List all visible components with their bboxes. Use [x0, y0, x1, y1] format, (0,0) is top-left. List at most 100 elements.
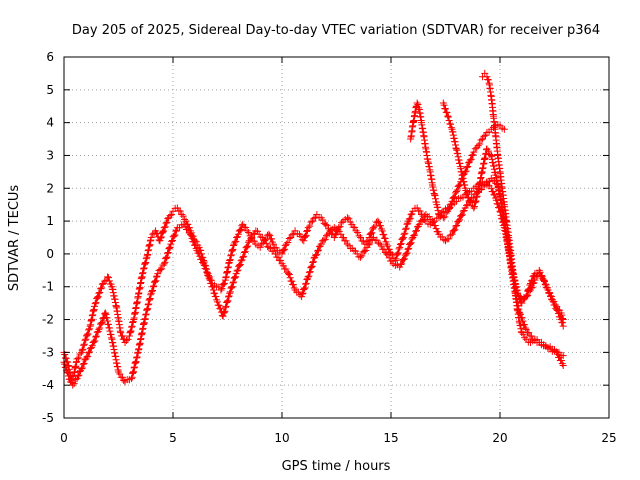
data-point-series-1: [176, 207, 184, 215]
data-point-series-4: [524, 292, 532, 300]
tick-layer: 0 5 10 15 20 25 -5 -4 -3 -2 -1 0 1 2 3 4 5 6: [42, 50, 617, 445]
data-point-series-1: [163, 218, 171, 226]
data-point-series-2: [527, 332, 535, 340]
data-point-series-2: [103, 317, 111, 325]
data-point-series-2: [421, 212, 429, 220]
data-point-series-4: [470, 204, 478, 212]
data-point-series-2: [90, 338, 98, 346]
data-point-series-3: [468, 152, 476, 160]
data-point-series-2: [96, 324, 104, 332]
data-point-series-1: [128, 322, 136, 330]
data-point-series-5: [484, 76, 492, 84]
data-point-series-2: [302, 280, 310, 288]
data-point-series-1: [352, 227, 360, 235]
data-point-series-2: [300, 285, 308, 293]
data-point-series-2: [220, 308, 228, 316]
data-point-series-2: [70, 380, 78, 388]
data-point-series-1: [80, 340, 88, 348]
data-point-series-2: [262, 239, 270, 247]
data-point-series-2: [458, 211, 466, 219]
data-point-series-2: [131, 363, 139, 371]
data-point-series-1: [378, 227, 386, 235]
data-point-series-2: [270, 247, 278, 255]
data-point-series-1: [128, 323, 136, 331]
data-point-series-1: [157, 234, 165, 242]
data-point-series-1: [218, 285, 226, 293]
data-point-series-2: [200, 261, 208, 269]
data-point-series-2: [450, 226, 458, 234]
data-point-series-2: [118, 373, 126, 381]
data-point-series-4: [554, 306, 562, 314]
data-point-series-1: [105, 277, 113, 285]
data-point-series-2: [101, 310, 109, 318]
data-point-series-2: [134, 349, 142, 357]
data-point-series-2: [306, 268, 314, 276]
data-point-series-2: [226, 288, 234, 296]
data-point-series-4: [540, 278, 548, 286]
data-point-series-3: [453, 186, 461, 194]
y-tick-label: 0: [46, 247, 54, 261]
data-point-series-4: [531, 276, 539, 284]
data-point-series-3: [449, 194, 457, 202]
data-point-series-1: [104, 274, 112, 282]
data-point-series-2: [64, 358, 72, 366]
data-point-series-2: [215, 301, 223, 309]
data-point-series-1: [319, 216, 327, 224]
data-point-series-1: [265, 230, 273, 238]
data-point-series-1: [76, 350, 84, 358]
data-point-series-2: [86, 348, 94, 356]
data-point-series-1: [396, 241, 404, 249]
data-point-series-2: [154, 270, 162, 278]
data-point-series-2: [314, 246, 322, 254]
data-point-series-1: [125, 332, 133, 340]
data-point-series-2: [133, 354, 141, 362]
data-point-series-1: [301, 232, 309, 240]
data-point-series-2: [149, 283, 157, 291]
data-point-series-1: [160, 224, 168, 232]
data-point-series-1: [402, 224, 410, 232]
data-point-series-3: [414, 101, 422, 109]
data-point-series-2: [188, 234, 196, 242]
data-point-series-2: [521, 321, 529, 329]
data-point-series-2: [229, 279, 237, 287]
data-point-series-2: [446, 231, 454, 239]
data-point-series-5: [558, 360, 566, 368]
data-point-series-2: [438, 233, 446, 241]
data-point-series-1: [179, 212, 187, 220]
x-tick-label: 20: [492, 431, 507, 445]
data-point-series-2: [146, 295, 154, 303]
data-point-series-4: [470, 203, 478, 211]
data-point-series-1: [374, 217, 382, 225]
y-tick-label: 1: [46, 214, 54, 228]
data-point-series-2: [410, 232, 418, 240]
data-point-series-1: [140, 265, 148, 273]
data-point-series-2: [220, 309, 228, 317]
data-point-series-2: [223, 299, 231, 307]
data-point-series-2: [237, 257, 245, 265]
data-point-series-2: [150, 282, 158, 290]
data-point-series-4: [444, 113, 452, 121]
data-point-series-1: [78, 346, 86, 354]
data-point-series-2: [141, 316, 149, 324]
data-point-series-2: [168, 237, 176, 245]
data-point-series-2: [219, 312, 227, 320]
series-3: [407, 99, 508, 222]
data-point-series-4: [551, 301, 559, 309]
data-point-series-2: [335, 227, 343, 235]
data-point-series-3: [474, 142, 482, 150]
data-point-series-2: [166, 243, 174, 251]
data-point-series-1: [95, 289, 103, 297]
data-point-series-2: [91, 337, 99, 345]
data-point-series-2: [184, 226, 192, 234]
data-point-series-2: [448, 230, 456, 238]
data-point-series-1: [232, 237, 240, 245]
data-point-series-3: [450, 193, 458, 201]
data-point-series-1: [84, 330, 92, 338]
data-point-series-2: [221, 307, 229, 315]
data-point-series-2: [206, 276, 214, 284]
data-point-series-2: [224, 293, 232, 301]
data-point-series-1: [117, 329, 125, 337]
data-point-series-2: [145, 300, 153, 308]
data-point-series-2: [406, 241, 414, 249]
data-point-series-2: [342, 237, 350, 245]
